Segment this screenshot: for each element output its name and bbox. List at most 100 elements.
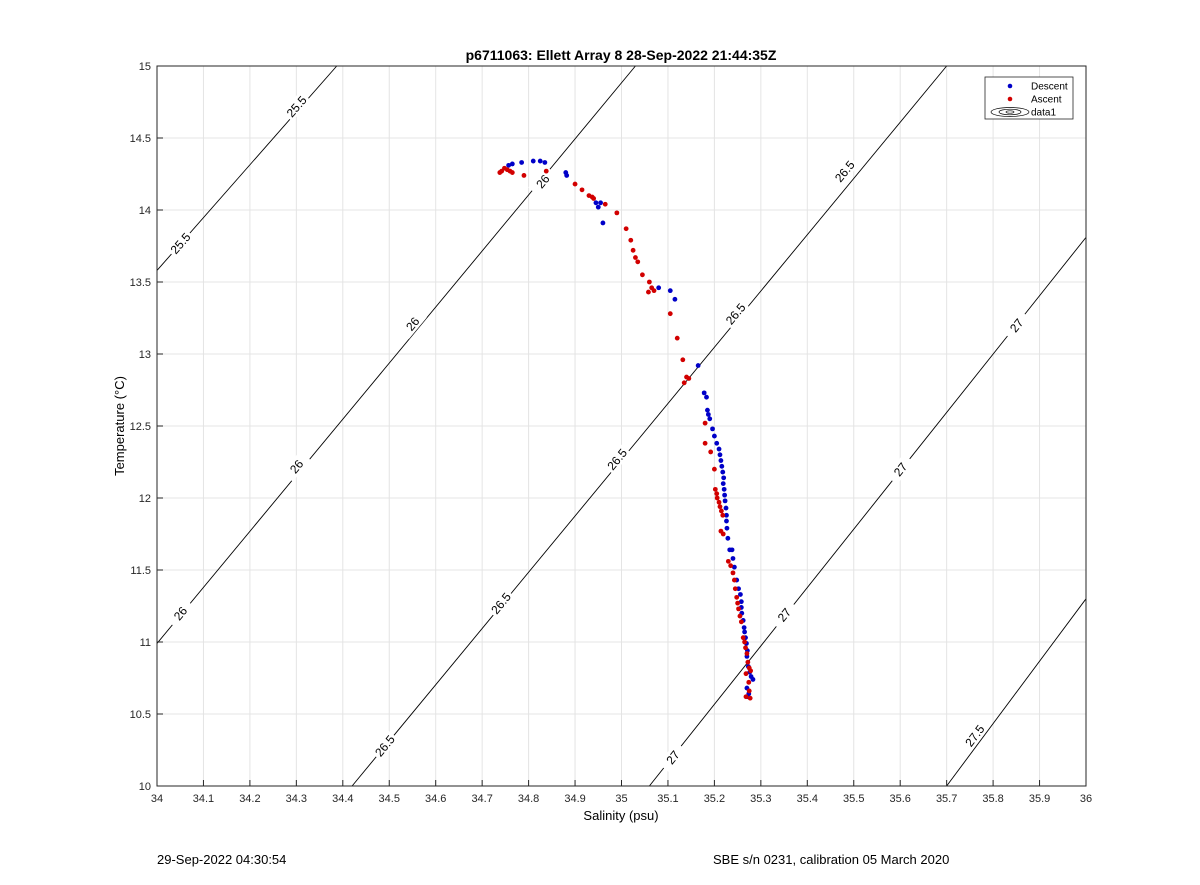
- descent-point: [742, 629, 747, 635]
- ascent-point: [735, 600, 741, 606]
- x-tick-label: 35.6: [889, 793, 910, 805]
- ascent-point: [712, 466, 717, 472]
- descent-point: [722, 492, 728, 498]
- descent-point: [705, 412, 711, 417]
- x-tick-label: 34.5: [379, 793, 400, 805]
- ascent-point: [614, 210, 620, 216]
- contour-label-bg: [602, 443, 632, 475]
- descent-point: [600, 220, 606, 226]
- descent-point: [667, 288, 673, 294]
- descent-point: [722, 498, 728, 504]
- ascent-point: [728, 563, 734, 569]
- descent-point: [506, 162, 512, 168]
- x-tick-label: 34: [151, 793, 163, 805]
- ascent-point: [635, 259, 641, 265]
- y-tick-label: 15: [139, 61, 151, 73]
- contour-line: [156, 65, 636, 644]
- descent-point: [721, 486, 727, 492]
- ascent-point: [623, 226, 629, 232]
- ascent-point: [720, 531, 726, 537]
- contour-label-bg: [720, 298, 750, 329]
- ascent-point: [602, 201, 608, 207]
- legend-label-ascent: Ascent: [1031, 95, 1062, 106]
- descent-point: [731, 564, 737, 570]
- descent-point: [593, 200, 599, 206]
- ascent-point: [674, 335, 680, 341]
- x-tick-label: 34.4: [332, 793, 353, 805]
- contour-label-bg: [1002, 309, 1031, 341]
- descent-point: [509, 161, 515, 167]
- descent-point: [724, 518, 729, 524]
- contour-label-bg: [486, 587, 516, 619]
- isopycnal-26-5: 26.526.526.526.526.5: [351, 65, 947, 787]
- ascent-point: [543, 168, 549, 174]
- contour-label-bg: [281, 91, 311, 122]
- descent-point: [741, 625, 747, 630]
- ascent-point: [680, 357, 686, 363]
- descent-point: [712, 433, 717, 439]
- contour-label-bg: [282, 451, 311, 482]
- ascent-point: [702, 420, 708, 426]
- contour-label-bg: [658, 741, 687, 773]
- ascent-point: [630, 247, 636, 253]
- ascent-point: [742, 639, 747, 645]
- descent-point: [656, 285, 662, 291]
- y-tick-label: 14.5: [130, 133, 151, 145]
- x-tick-label: 34.8: [518, 793, 539, 805]
- contour-label-bg: [165, 227, 195, 259]
- ascent-point: [743, 694, 749, 700]
- descent-point: [705, 407, 710, 413]
- ascent-point: [746, 688, 752, 694]
- ascent-point: [743, 645, 748, 651]
- ascent-point: [579, 187, 585, 193]
- x-tick-label: 36: [1080, 793, 1092, 805]
- descent-point: [720, 481, 726, 486]
- chart-title: p6711063: Ellett Array 8 28-Sep-2022 21:…: [466, 47, 777, 63]
- descent-point: [716, 446, 722, 452]
- descent-point: [598, 200, 603, 206]
- ascent-point: [714, 491, 720, 497]
- ascent-point: [717, 504, 723, 510]
- ascent-point: [738, 619, 744, 625]
- footer-calibration: SBE s/n 0231, calibration 05 March 2020: [713, 852, 950, 867]
- y-axis-label: Temperature (°C): [112, 376, 127, 476]
- ascent-point: [686, 376, 692, 381]
- descent-point: [537, 158, 543, 164]
- ascent-point: [708, 449, 714, 455]
- descent-point: [714, 440, 720, 446]
- descent-point: [738, 592, 743, 597]
- descent-point: [729, 547, 735, 553]
- isopycnal-27-5: 27.5: [946, 598, 1087, 787]
- x-tick-label: 35.8: [982, 793, 1003, 805]
- legend-marker-ascent: [1007, 96, 1013, 102]
- ascent-point: [716, 499, 722, 505]
- x-tick-label: 35.7: [936, 793, 957, 805]
- data-series: [497, 158, 756, 701]
- descent-point: [704, 394, 709, 400]
- descent-point: [721, 475, 727, 481]
- ascent-point: [633, 255, 638, 260]
- x-tick-label: 34.2: [239, 793, 260, 805]
- descent-point: [519, 160, 525, 165]
- x-tick-label: 34.3: [286, 793, 307, 805]
- descent-point: [725, 535, 731, 541]
- legend-contour-icon: [990, 107, 1030, 117]
- ascent-point: [572, 181, 578, 187]
- legend-label-data1: data1: [1031, 108, 1056, 119]
- ascent-point: [725, 558, 731, 564]
- ascent-point: [746, 679, 752, 685]
- ascent-point: [730, 570, 736, 576]
- descent-point: [724, 525, 730, 531]
- contour-line: [351, 65, 947, 787]
- descent-point: [724, 512, 729, 518]
- ascent-point: [743, 671, 749, 677]
- descent-point: [718, 458, 724, 463]
- descent-point: [719, 463, 725, 469]
- y-tick-label: 11.5: [130, 565, 151, 577]
- ascent-point: [744, 651, 750, 656]
- y-tick-label: 11: [140, 637, 151, 649]
- descent-point: [750, 677, 756, 682]
- ascent-point: [737, 613, 743, 619]
